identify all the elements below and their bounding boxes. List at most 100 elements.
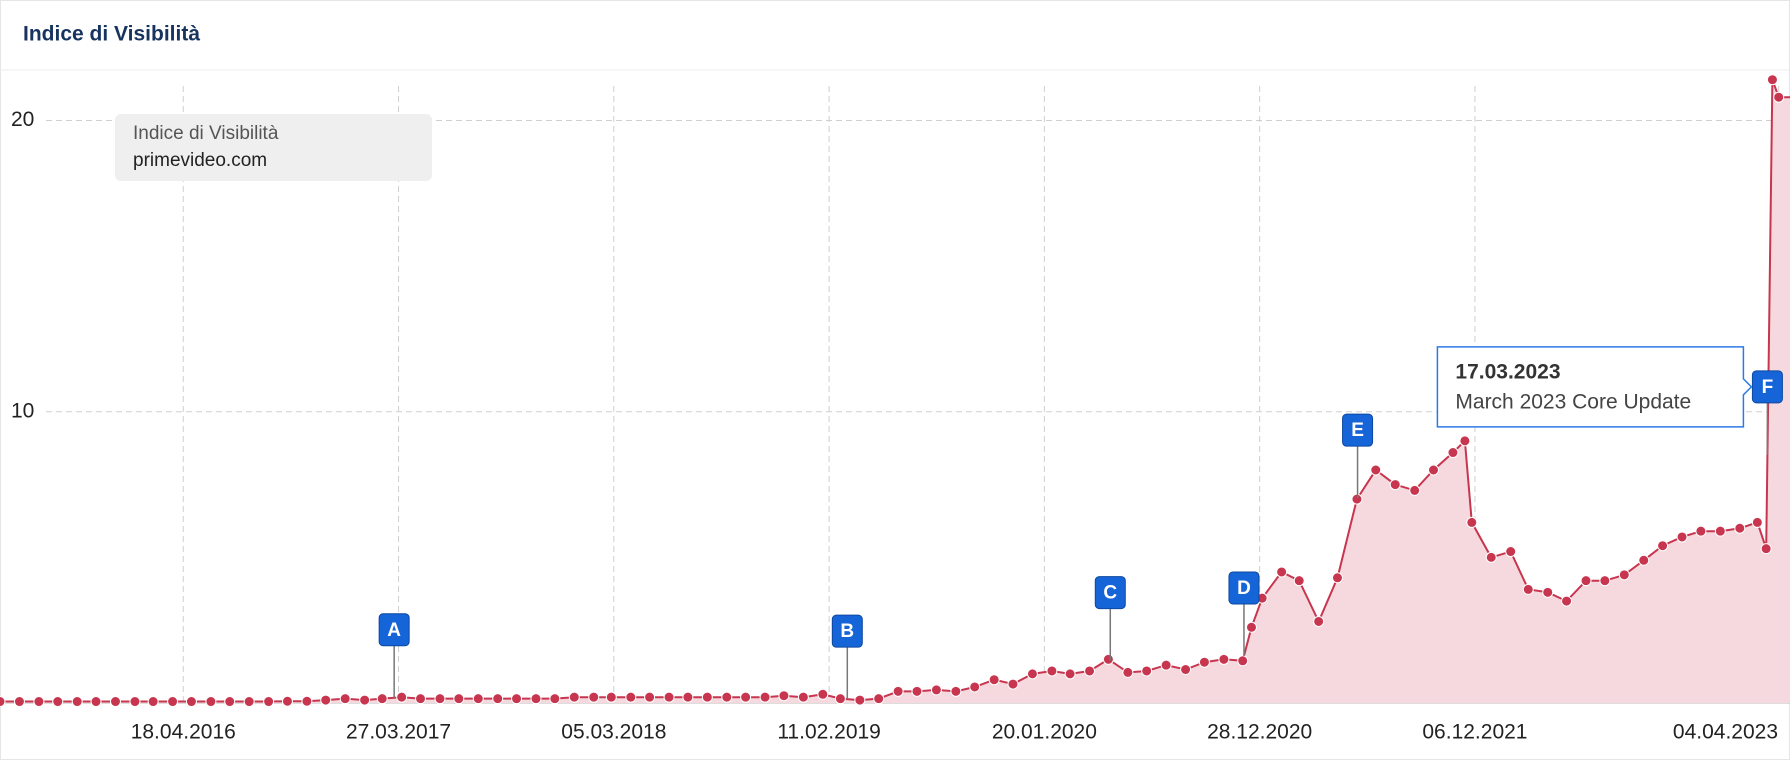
point	[1218, 653, 1230, 665]
x-tick-label: 05.03.2018	[561, 721, 666, 744]
point	[778, 690, 790, 702]
event-label: B	[840, 621, 854, 642]
y-tick-label: 20	[11, 108, 34, 131]
point	[1580, 575, 1592, 587]
point	[1599, 575, 1611, 587]
point	[1542, 586, 1554, 598]
point	[1007, 678, 1019, 690]
point	[1064, 668, 1076, 680]
point	[605, 691, 617, 703]
tooltip-date: 17.03.2023	[1455, 360, 1560, 383]
x-tick-label: 04.04.2023	[1673, 721, 1778, 744]
point	[185, 696, 197, 708]
point	[1160, 659, 1172, 671]
event-label: A	[387, 620, 401, 641]
point	[1695, 525, 1707, 537]
point	[873, 693, 885, 705]
point	[1370, 464, 1382, 476]
point	[797, 691, 809, 703]
point	[71, 696, 83, 708]
point	[1276, 566, 1288, 578]
point	[281, 695, 293, 707]
point	[740, 691, 752, 703]
event-flag	[831, 614, 863, 648]
point	[90, 696, 102, 708]
x-tick-label: 18.04.2016	[131, 721, 236, 744]
point	[263, 696, 275, 708]
point	[320, 694, 332, 706]
point	[759, 691, 771, 703]
point	[834, 693, 846, 705]
event-flag	[1228, 571, 1260, 605]
point	[1046, 665, 1058, 677]
point	[109, 696, 121, 708]
legend-text: primevideo.com	[133, 150, 267, 171]
event-label: D	[1237, 578, 1251, 599]
y-tick-label: 10	[11, 399, 34, 422]
point	[911, 685, 923, 697]
point	[52, 696, 64, 708]
point	[950, 685, 962, 697]
point	[1618, 569, 1630, 581]
event-label: C	[1103, 583, 1117, 604]
point	[1237, 655, 1249, 667]
tooltip-box	[1436, 346, 1753, 428]
point	[625, 691, 637, 703]
x-tick-label: 20.01.2020	[992, 721, 1097, 744]
point	[396, 691, 408, 703]
point	[701, 691, 713, 703]
point	[511, 693, 523, 705]
point	[1389, 479, 1401, 491]
point	[1561, 595, 1573, 607]
x-tick-label: 27.03.2017	[346, 721, 451, 744]
point	[1714, 525, 1726, 537]
point	[644, 691, 656, 703]
point	[147, 696, 159, 708]
point	[568, 691, 580, 703]
point	[854, 694, 866, 706]
point	[1676, 531, 1688, 543]
point	[1447, 447, 1459, 459]
event-flag	[1094, 576, 1126, 610]
point	[1505, 546, 1517, 558]
point	[817, 688, 829, 700]
legend-box	[115, 114, 432, 181]
point	[167, 696, 179, 708]
point	[472, 693, 484, 705]
point	[1760, 543, 1772, 555]
point	[1773, 91, 1785, 103]
point	[988, 674, 1000, 686]
point	[1102, 653, 1114, 665]
point	[1198, 656, 1210, 668]
title: Indice di Visibilità	[23, 23, 200, 46]
point	[359, 694, 371, 706]
point	[1141, 665, 1153, 677]
point	[33, 696, 45, 708]
x-tick-label: 11.02.2019	[777, 721, 881, 744]
point	[13, 696, 25, 708]
point	[549, 693, 561, 705]
point	[1522, 583, 1534, 595]
legend-title: Indice di Visibilità	[133, 123, 279, 144]
point	[205, 696, 217, 708]
point	[1245, 621, 1257, 633]
point	[376, 693, 388, 705]
point	[224, 696, 236, 708]
point	[1026, 668, 1038, 680]
event-flag	[1342, 413, 1374, 447]
point	[301, 695, 313, 707]
point	[339, 693, 351, 705]
point	[721, 691, 733, 703]
area	[0, 79, 1790, 703]
point	[1409, 484, 1421, 496]
point	[0, 696, 6, 708]
point	[243, 696, 255, 708]
point	[1084, 665, 1096, 677]
point	[1638, 554, 1650, 566]
point	[492, 693, 504, 705]
point	[434, 693, 446, 705]
point	[1734, 522, 1746, 534]
event-label: F	[1762, 377, 1774, 398]
point	[415, 693, 427, 705]
